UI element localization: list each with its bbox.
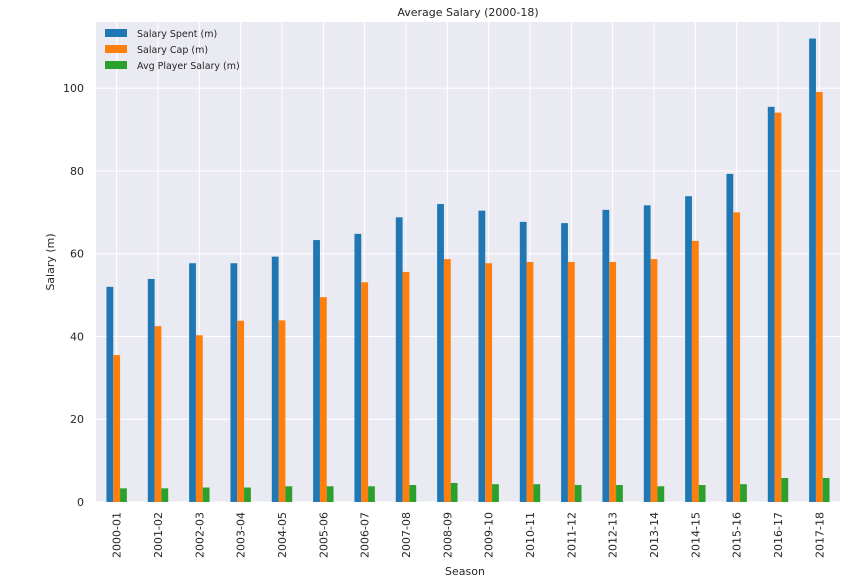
bar <box>809 38 816 502</box>
bar <box>319 297 327 502</box>
bar <box>822 478 830 502</box>
bar <box>740 484 747 502</box>
x-tick-label: 2003-04 <box>235 512 248 558</box>
x-tick-label: 2000-01 <box>111 512 124 558</box>
x-tick-label: 2005-06 <box>317 512 330 558</box>
legend-label: Salary Spent (m) <box>137 29 217 40</box>
x-tick-label: 2004-05 <box>276 512 289 558</box>
bars <box>106 38 830 503</box>
y-tick-label: 20 <box>70 413 84 426</box>
bar <box>278 320 286 502</box>
bar <box>726 173 734 503</box>
bar <box>147 278 155 502</box>
bar <box>189 263 196 502</box>
bar <box>492 484 499 502</box>
bar <box>443 259 451 502</box>
bar <box>781 478 789 502</box>
y-tick-label: 40 <box>70 330 84 343</box>
bar <box>685 196 692 502</box>
bar <box>691 240 699 502</box>
x-tick-label: 2001-02 <box>152 512 165 558</box>
bar <box>285 486 293 502</box>
bar <box>409 485 417 502</box>
bar <box>526 262 534 502</box>
bar <box>354 233 362 503</box>
bar <box>485 263 493 502</box>
x-tick-label: 2007-08 <box>400 512 413 558</box>
bar <box>698 485 706 502</box>
x-tick-label: 2013-14 <box>648 512 661 558</box>
y-tick-labels: 0 20 40 60 80 100 <box>63 82 84 509</box>
bar <box>326 486 334 502</box>
x-tick-label: 2017-18 <box>813 512 826 558</box>
y-tick-label: 80 <box>70 165 84 178</box>
bar <box>106 286 114 502</box>
y-tick-label: 60 <box>70 248 84 261</box>
x-tick-label: 2015-16 <box>731 512 744 558</box>
y-tick-label: 0 <box>77 496 84 509</box>
bar <box>478 210 486 503</box>
plot-background <box>96 22 840 502</box>
x-tick-label: 2002-03 <box>193 512 206 558</box>
bar <box>450 482 458 502</box>
bar <box>113 355 121 502</box>
bar <box>244 487 251 502</box>
x-axis-label: Season <box>445 565 485 576</box>
bar <box>161 488 169 502</box>
bar <box>567 262 575 502</box>
legend-swatch <box>105 61 127 69</box>
y-tick-label: 100 <box>63 82 84 95</box>
bar <box>767 106 775 503</box>
x-tick-label: 2008-09 <box>441 512 454 558</box>
x-tick-label: 2014-15 <box>689 512 702 558</box>
bar <box>361 282 369 502</box>
x-tick-label: 2006-07 <box>359 512 372 558</box>
bar <box>650 259 658 502</box>
bar <box>120 488 127 502</box>
legend-swatch <box>105 29 127 37</box>
bar <box>533 484 541 502</box>
bar <box>616 485 623 502</box>
y-axis-label: Salary (m) <box>44 233 57 290</box>
x-tick-label: 2010-11 <box>524 512 537 558</box>
bar <box>368 486 375 502</box>
x-tick-label: 2012-13 <box>607 512 620 558</box>
x-tick-label: 2009-10 <box>483 512 496 558</box>
bar <box>609 262 617 502</box>
bar <box>313 240 320 502</box>
bar <box>195 335 203 502</box>
legend-label: Salary Cap (m) <box>137 45 208 56</box>
bar <box>733 212 741 502</box>
legend-swatch <box>105 45 127 53</box>
x-tick-labels: 2000-01 2001-02 2002-03 2003-04 2004-05 2005-… <box>111 512 827 558</box>
bar <box>574 485 582 502</box>
bar <box>519 221 527 503</box>
bar <box>402 271 410 502</box>
bar <box>271 256 279 502</box>
chart-title: Average Salary (2000-18) <box>397 6 538 19</box>
bar <box>395 217 403 502</box>
bar <box>774 112 782 502</box>
bar <box>643 205 651 502</box>
bar <box>154 326 162 502</box>
x-tick-label: 2011-12 <box>565 512 578 558</box>
bar <box>561 223 568 502</box>
legend: Salary Spent (m) Salary Cap (m) Avg Player… <box>105 29 240 72</box>
bar <box>230 263 238 502</box>
bar <box>602 209 610 503</box>
bar <box>237 320 245 502</box>
bar <box>202 487 210 502</box>
x-tick-label: 2016-17 <box>772 512 785 558</box>
bar <box>815 91 823 503</box>
bar <box>657 486 665 502</box>
bar <box>437 204 444 502</box>
legend-label: Avg Player Salary (m) <box>137 61 240 72</box>
